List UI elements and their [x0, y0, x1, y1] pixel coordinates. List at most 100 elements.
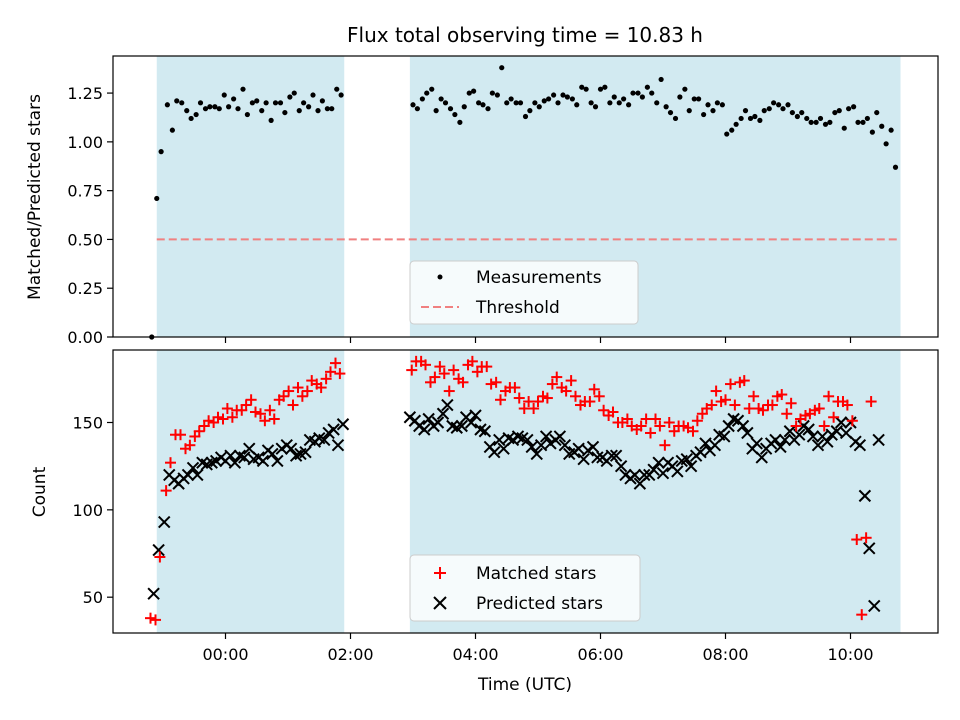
measurement-point [761, 108, 767, 114]
measurement-point [808, 119, 814, 125]
matched-star-point [490, 376, 502, 388]
predicted-star-point [455, 419, 468, 433]
matched-star-point [528, 403, 540, 415]
matched-star-point [315, 382, 327, 394]
x-tick-label: 06:00 [577, 645, 623, 664]
measurement-point [306, 104, 312, 110]
measurements-legend-marker [437, 274, 443, 280]
matched-star-point [221, 403, 233, 415]
measurement-point [452, 111, 458, 118]
measurement-point [879, 123, 885, 129]
predicted-star-point [534, 438, 548, 452]
matched-star-point [287, 399, 299, 411]
measurement-point [696, 96, 702, 102]
measurement-point [282, 109, 288, 116]
matched-star-point [607, 406, 619, 418]
matched-star-point [650, 413, 661, 425]
measurement-point [324, 106, 330, 112]
matched-star-point [268, 413, 280, 425]
measurement-point [517, 100, 524, 106]
matched-star-point [841, 399, 853, 411]
predicted-star-point [256, 454, 270, 468]
matched-star-point [154, 551, 166, 563]
bottom-ylabel: Count [30, 466, 50, 517]
measurement-point [677, 94, 683, 100]
measurement-point [184, 108, 190, 114]
measurement-point [616, 100, 622, 106]
y-tick-label: 1.25 [67, 84, 103, 103]
measurement-point [277, 100, 284, 106]
matched-star-point [865, 396, 877, 408]
predicted-star-point [834, 416, 848, 429]
predicted-star-point [821, 435, 834, 448]
matched-star-point [283, 385, 295, 397]
predicted-legend-label: Predicted stars [476, 594, 603, 614]
measurement-point [429, 86, 435, 92]
predicted-star-point [722, 419, 735, 433]
predicted-star-point [266, 447, 279, 461]
matched-star-point [245, 394, 257, 406]
measurement-point [212, 104, 218, 110]
x-tick-label: 08:00 [702, 645, 748, 664]
predicted-star-point [488, 445, 501, 459]
measurement-point [817, 115, 824, 122]
measurement-point [338, 92, 344, 98]
predicted-star-point [469, 409, 482, 422]
measurement-point [729, 127, 735, 133]
measurement-point [794, 113, 800, 120]
measurement-point [551, 92, 557, 98]
measurement-point [607, 100, 613, 106]
predicted-star-point [558, 438, 572, 452]
predicted-star-point [318, 433, 331, 447]
measurement-point [569, 96, 575, 102]
matched-star-point [654, 420, 666, 432]
predicted-star-point [493, 433, 506, 447]
measurement-point [319, 98, 325, 104]
measurement-point [457, 119, 463, 125]
matched-star-point [570, 390, 581, 402]
predicted-star-point [802, 423, 815, 436]
matched-star-point [240, 399, 252, 411]
matched-star-point [259, 415, 271, 427]
measurement-point [513, 100, 519, 106]
matched-star-point [691, 415, 703, 427]
predicted-star-point [774, 440, 787, 454]
matched-star-point [420, 359, 431, 371]
predicted-star-point [464, 416, 478, 429]
measurement-point [315, 108, 321, 114]
predicted-star-point [699, 437, 712, 450]
x-tick-label: 02:00 [327, 645, 373, 664]
measurement-point [724, 131, 730, 137]
matched-star-point [828, 411, 840, 423]
measurement-point [158, 149, 164, 155]
measurement-point [597, 86, 604, 92]
matched-star-point [150, 614, 161, 626]
measurement-point [733, 121, 739, 127]
predicted-star-point [336, 418, 350, 431]
matched-star-point [513, 392, 525, 404]
measurement-point [705, 102, 711, 108]
measurement-point [461, 104, 467, 110]
predicted-star-point [224, 449, 237, 462]
predicted-star-point [783, 425, 797, 438]
predicted-star-point [858, 489, 872, 503]
measurement-point [719, 102, 725, 108]
measurement-point [207, 104, 213, 110]
measurement-point [682, 86, 688, 92]
matched-star-point [710, 385, 722, 397]
measurement-point [466, 90, 472, 96]
matched-star-point [434, 361, 446, 373]
measurement-point [766, 106, 772, 112]
measurement-point [757, 117, 763, 123]
measurement-point [414, 106, 420, 112]
measurement-point [892, 164, 899, 170]
predicted-star-point [284, 442, 298, 455]
predicted-star-point [331, 438, 345, 452]
predicted-star-point [872, 433, 885, 447]
measurement-point [221, 92, 227, 98]
x-axis-label: Time (UTC) [477, 675, 572, 695]
matched-star-point [720, 394, 731, 406]
matched-star-point [184, 439, 196, 451]
measurement-point [287, 94, 293, 100]
matched-star-point [818, 420, 830, 432]
